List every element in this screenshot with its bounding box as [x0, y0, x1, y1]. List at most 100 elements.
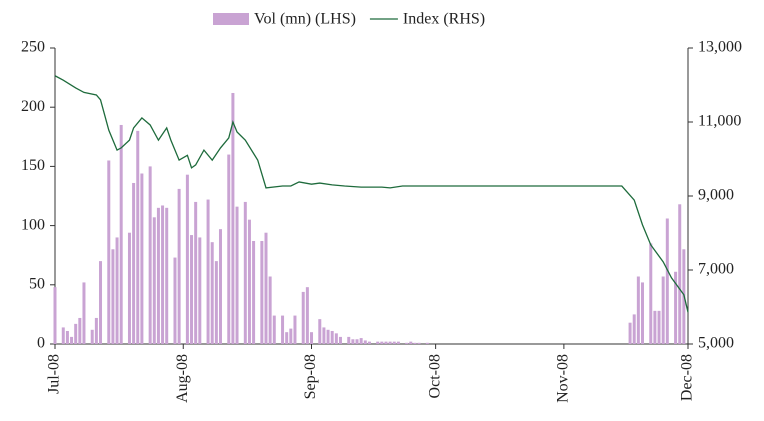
bar [269, 277, 272, 344]
bar [207, 200, 210, 344]
bar [215, 261, 218, 344]
bar [397, 342, 400, 344]
bar [331, 331, 334, 344]
bar [178, 189, 181, 344]
bar [364, 340, 367, 344]
bar [140, 174, 143, 344]
y-tick-label: 150 [21, 157, 45, 174]
bar [99, 261, 102, 344]
x-tick-label: Aug-08 [174, 354, 191, 403]
legend-label: Index (RHS) [403, 11, 485, 28]
bar [649, 243, 652, 344]
bar [132, 183, 135, 344]
bar [252, 241, 255, 344]
bar [418, 343, 421, 344]
y2-tick-label: 13,000 [698, 39, 742, 56]
x-tick-label: Sep-08 [302, 354, 319, 399]
bar [662, 277, 665, 344]
bar [165, 208, 168, 344]
bar [78, 318, 81, 344]
bar [310, 332, 313, 344]
bar [356, 339, 359, 344]
bar [327, 330, 330, 344]
bar [322, 327, 325, 344]
y2-tick-label: 7,000 [698, 261, 734, 278]
y-tick-label: 50 [29, 275, 45, 292]
bar [173, 258, 176, 344]
y-tick-label: 200 [21, 98, 45, 115]
y2-tick-label: 5,000 [698, 335, 734, 352]
bar [285, 332, 288, 344]
bar [306, 287, 309, 344]
bar [658, 311, 661, 344]
bar [161, 205, 164, 344]
bar [293, 316, 296, 344]
y2-tick-label: 11,000 [698, 113, 741, 130]
bar [236, 207, 239, 344]
x-tick-label: Jul-08 [46, 354, 63, 394]
bar [265, 233, 268, 344]
bar [211, 242, 214, 344]
bar [339, 337, 342, 344]
y-tick-label: 250 [21, 39, 45, 56]
bar [120, 125, 123, 344]
bar [70, 337, 73, 344]
bar [66, 331, 69, 344]
bar [376, 342, 379, 344]
bar [413, 343, 416, 344]
bar [360, 338, 363, 344]
bar [149, 166, 152, 344]
x-tick-label: Nov-08 [555, 354, 572, 403]
legend-swatch [213, 13, 249, 25]
x-tick-label: Oct-08 [426, 354, 443, 398]
bar [318, 319, 321, 344]
bar [633, 314, 636, 344]
bar [91, 330, 94, 344]
legend-label: Vol (mn) (LHS) [254, 11, 356, 28]
bar [629, 323, 632, 344]
y-tick-label: 100 [21, 216, 45, 233]
bar [260, 241, 263, 344]
bar [244, 202, 247, 344]
bar [54, 287, 57, 344]
bar [62, 327, 65, 344]
x-tick-label: Dec-08 [679, 354, 696, 401]
bar [678, 204, 681, 344]
bar [248, 220, 251, 344]
bar [405, 343, 408, 344]
bar [637, 277, 640, 344]
bar [641, 282, 644, 344]
bar [335, 333, 338, 344]
bar [107, 160, 110, 344]
bar [82, 282, 85, 344]
bar [198, 237, 201, 344]
bar [409, 342, 412, 344]
bar [153, 217, 156, 344]
bar [136, 131, 139, 344]
bar [380, 342, 383, 344]
bar [74, 324, 77, 344]
bar [116, 237, 119, 344]
bar [273, 316, 276, 344]
chart: 0501001502002505,0007,0009,00011,00013,0… [0, 0, 764, 421]
bar [157, 208, 160, 344]
bar [302, 292, 305, 344]
bar [95, 318, 98, 344]
bar [128, 233, 131, 344]
bar [231, 93, 234, 344]
bar [289, 329, 292, 344]
bar [426, 343, 429, 344]
bar [368, 342, 371, 344]
bar [351, 339, 354, 344]
bar [111, 249, 114, 344]
bar [384, 342, 387, 344]
bar [219, 229, 222, 344]
bar [389, 342, 392, 344]
y-tick-label: 0 [37, 335, 45, 352]
bar [393, 342, 396, 344]
bar [666, 218, 669, 344]
bar [186, 175, 189, 344]
bar [281, 316, 284, 344]
bar [194, 202, 197, 344]
bar [347, 337, 350, 344]
